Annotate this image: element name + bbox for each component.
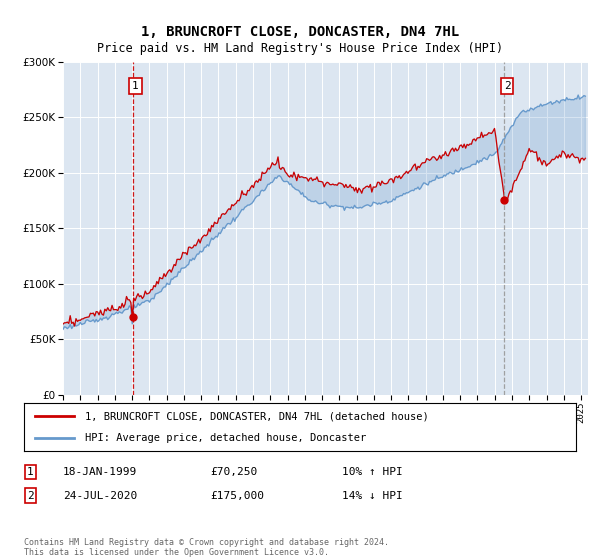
Text: 1: 1 <box>27 467 34 477</box>
Text: £70,250: £70,250 <box>210 467 257 477</box>
Text: 24-JUL-2020: 24-JUL-2020 <box>63 491 137 501</box>
Text: £175,000: £175,000 <box>210 491 264 501</box>
Text: Contains HM Land Registry data © Crown copyright and database right 2024.
This d: Contains HM Land Registry data © Crown c… <box>24 538 389 557</box>
Text: Price paid vs. HM Land Registry's House Price Index (HPI): Price paid vs. HM Land Registry's House … <box>97 42 503 55</box>
Text: 14% ↓ HPI: 14% ↓ HPI <box>342 491 403 501</box>
Text: 1, BRUNCROFT CLOSE, DONCASTER, DN4 7HL: 1, BRUNCROFT CLOSE, DONCASTER, DN4 7HL <box>141 25 459 39</box>
Text: 2: 2 <box>27 491 34 501</box>
Text: 1, BRUNCROFT CLOSE, DONCASTER, DN4 7HL (detached house): 1, BRUNCROFT CLOSE, DONCASTER, DN4 7HL (… <box>85 411 428 421</box>
Text: 10% ↑ HPI: 10% ↑ HPI <box>342 467 403 477</box>
Text: 1: 1 <box>132 81 139 91</box>
Text: 2: 2 <box>503 81 511 91</box>
Text: 18-JAN-1999: 18-JAN-1999 <box>63 467 137 477</box>
Text: HPI: Average price, detached house, Doncaster: HPI: Average price, detached house, Donc… <box>85 433 366 443</box>
